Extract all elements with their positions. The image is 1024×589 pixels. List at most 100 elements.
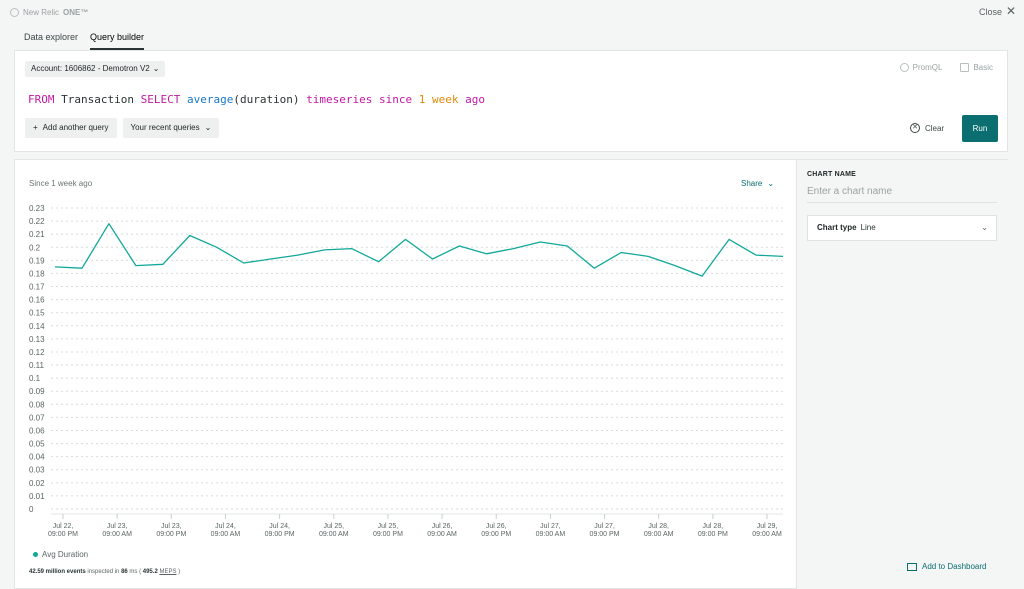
nrql-token: ago [465, 93, 486, 106]
share-button[interactable]: Share ⌄ [741, 179, 774, 188]
tab-data-explorer[interactable]: Data explorer [24, 32, 79, 42]
chart-subtitle: Since 1 week ago [29, 179, 93, 188]
chart-name-label: CHART NAME [807, 171, 857, 178]
chevron-down-icon: ⌄ [204, 123, 212, 132]
y-tick-label: 0.23 [29, 204, 45, 213]
x-tick-label: Jul 26, [432, 523, 453, 530]
x-tick-label: 09:00 AM [536, 531, 566, 538]
y-tick-label: 0.17 [29, 283, 45, 292]
x-tick-label: 09:00 PM [156, 531, 186, 538]
tab-bar: Data explorer Query builder [24, 32, 145, 50]
dashboard-icon [907, 562, 917, 571]
x-tick-label: Jul 29, [757, 523, 778, 530]
close-button[interactable]: Close [978, 7, 1002, 17]
new-relic-logo-icon [10, 8, 19, 17]
x-tick-label: 09:00 PM [373, 531, 403, 538]
x-tick-label: 09:00 PM [698, 531, 728, 538]
close-icon[interactable]: ✕ [1005, 4, 1016, 18]
y-tick-label: 0.15 [29, 309, 45, 318]
add-to-dashboard-button[interactable]: Add to Dashboard [907, 562, 987, 571]
y-tick-label: 0.09 [29, 387, 45, 396]
stats-close: ) [176, 569, 181, 575]
stats-rate: 495.2 [141, 569, 160, 575]
stats-events: 42.59 million events [29, 569, 86, 575]
account-label: Account: 1606862 - Demotron V2 [31, 64, 150, 73]
y-tick-label: 0.22 [29, 217, 45, 226]
promql-icon [899, 63, 909, 72]
run-button[interactable]: Run [962, 115, 998, 142]
y-tick-label: 0.14 [29, 322, 45, 331]
y-tick-label: 0.19 [29, 256, 45, 265]
x-tick-label: Jul 28, [648, 523, 669, 530]
chevron-down-icon: ⌄ [767, 179, 775, 188]
tab-query-builder[interactable]: Query builder [90, 32, 145, 50]
stats-ms: 86 [121, 569, 128, 575]
y-tick-label: 0.02 [29, 479, 45, 488]
x-tick-label: 09:00 PM [265, 531, 295, 538]
chart-type-value: Line [860, 223, 876, 232]
nrql-token: SELECT [140, 93, 181, 106]
nrql-token: Transaction [54, 93, 141, 106]
x-tick-label: Jul 25, [378, 523, 399, 530]
x-tick-label: 09:00 AM [211, 531, 241, 538]
share-label: Share [741, 179, 763, 188]
nrql-token: since [379, 93, 413, 106]
promql-toggle[interactable]: PromQL [899, 63, 942, 72]
chevron-down-icon: ⌄ [981, 223, 988, 232]
x-tick-label: Jul 22, [53, 523, 74, 530]
x-tick-label: Jul 26, [486, 523, 507, 530]
x-tick-label: 09:00 AM [102, 531, 132, 538]
x-tick-label: Jul 23, [107, 523, 128, 530]
y-tick-label: 0 [29, 505, 34, 514]
y-tick-label: 0.21 [29, 230, 45, 239]
series-line-avg-duration [54, 223, 784, 277]
add-query-button[interactable]: + Add another query [25, 118, 117, 138]
chart-panel: 0 0.01 0.02 0.03 0.04 0.05 0.06 0.07 0.08 0.09 0.1… [14, 159, 797, 589]
brand-one: ONE™ [63, 8, 89, 17]
clear-button[interactable]: ✕ Clear [910, 123, 944, 133]
y-tick-label: 0.11 [29, 361, 45, 370]
y-tick-label: 0.03 [29, 466, 45, 475]
stats-meps: MEPS [159, 569, 177, 575]
x-tick-label: Jul 23, [161, 523, 182, 530]
basic-toggle[interactable]: Basic [960, 63, 993, 72]
nrql-token: 1 [418, 93, 426, 106]
brand: New Relic ONE™ [10, 8, 88, 17]
x-tick-label: Jul 28, [703, 523, 724, 530]
y-tick-label: 0.01 [29, 492, 45, 501]
clear-icon: ✕ [910, 123, 920, 133]
plus-icon: + [33, 123, 38, 132]
chart-settings-panel: CHART NAME Enter a chart name Chart type… [797, 159, 1008, 589]
stats-ms-unit: ms ( [127, 569, 142, 575]
nrql-token: FROM [28, 93, 55, 106]
account-select[interactable]: Account: 1606862 - Demotron V2 ⌄ [25, 61, 166, 77]
recent-queries-button[interactable]: Your recent queries ⌄ [122, 118, 220, 138]
chart-type-label: Chart type [817, 223, 857, 232]
x-tick-label: 09:00 PM [48, 531, 78, 538]
basic-icon [960, 63, 970, 72]
line-chart: 0 0.01 0.02 0.03 0.04 0.05 0.06 0.07 0.08 0.09 0.1… [29, 204, 784, 538]
nrql-token: timeseries [306, 93, 373, 106]
y-tick-label: 0.16 [29, 296, 45, 305]
nrql-token [412, 93, 419, 106]
x-tick-label: Jul 24, [215, 523, 236, 530]
chart-legend[interactable]: Avg Duration [33, 550, 88, 559]
chart-name-input[interactable]: Enter a chart name [807, 185, 997, 203]
query-panel: Account: 1606862 - Demotron V2 ⌄ PromQL … [14, 50, 1008, 152]
x-tick-label: 09:00 AM [752, 531, 782, 538]
y-tick-label: 0.18 [29, 269, 45, 278]
add-query-label: Add another query [42, 123, 109, 132]
chart-type-select[interactable]: Chart type Line ⌄ [807, 215, 997, 241]
nrql-token: week [432, 93, 459, 106]
y-tick-label: 0.07 [29, 413, 45, 422]
x-tick-label: Jul 27, [594, 523, 615, 530]
query-actions: + Add another query Your recent queries … [25, 118, 220, 138]
x-tick-label: Jul 24, [269, 523, 290, 530]
nrql-editor[interactable]: FROM Transaction SELECT average(duration… [28, 93, 485, 106]
top-bar: New Relic ONE™ Close ✕ [0, 0, 1024, 26]
nrql-token: (duration) [233, 93, 307, 106]
query-mode-options: PromQL Basic [899, 63, 993, 72]
stats-inspected: inspected in [85, 569, 122, 575]
add-dashboard-label: Add to Dashboard [922, 562, 987, 571]
x-tick-label: 09:00 AM [644, 531, 674, 538]
